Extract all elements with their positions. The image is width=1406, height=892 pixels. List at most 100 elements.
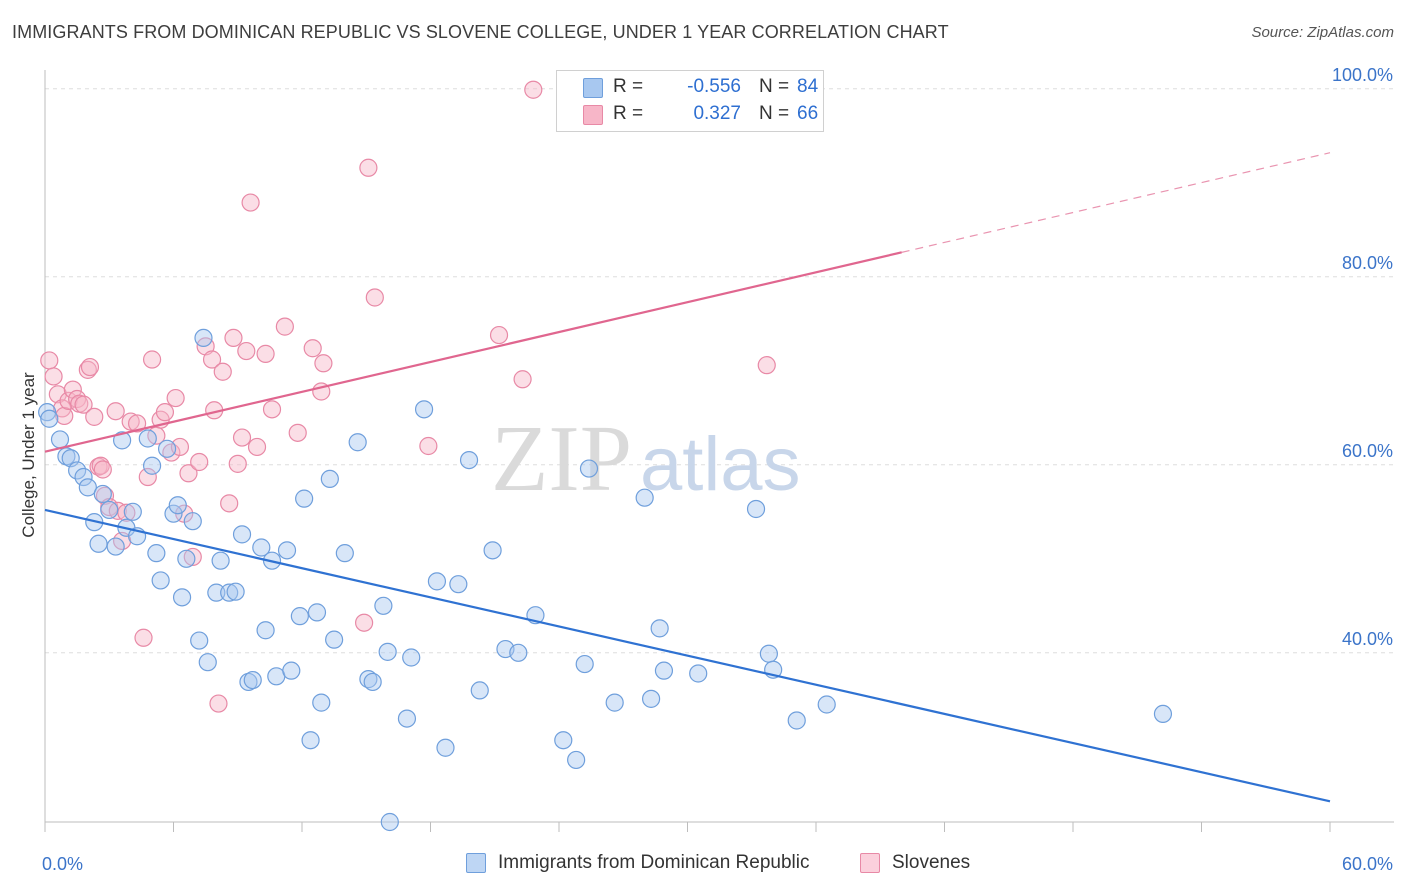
scatter-point	[38, 403, 57, 422]
scatter-point	[290, 607, 309, 626]
scatter-point	[689, 664, 708, 683]
scatter-point	[524, 80, 543, 99]
pink-swatch	[860, 853, 880, 873]
trend-line-dominican	[44, 508, 1331, 803]
scatter-point	[168, 496, 187, 515]
scatter-point	[209, 694, 228, 713]
scatter-point	[363, 672, 382, 692]
scatter-point	[378, 642, 397, 661]
scatter-point	[112, 431, 132, 450]
scatter-point	[314, 354, 333, 373]
y-tick-label: 60.0%	[1342, 441, 1393, 461]
scatter-point	[509, 643, 528, 662]
scatter-point	[275, 317, 294, 336]
scatter-point	[226, 582, 245, 601]
grid-layer	[45, 88, 1394, 654]
trend-line-slovenes-extension	[901, 152, 1331, 253]
n-value: 66	[797, 103, 819, 124]
scatter-point	[243, 670, 262, 690]
n-label: N =	[759, 103, 790, 124]
slovenes-points	[40, 80, 776, 713]
scatter-point	[121, 412, 140, 431]
scatter-point	[147, 544, 166, 563]
scatter-point	[470, 681, 489, 700]
scatter-point	[325, 630, 344, 649]
scatter-point	[787, 711, 806, 730]
scatter-point	[397, 709, 417, 728]
legend-label: Slovenes	[892, 852, 971, 873]
x-tick-label: 60.0%	[1342, 854, 1393, 874]
scatter-point	[605, 693, 624, 712]
scatter-point	[211, 551, 230, 570]
scatter-point	[198, 653, 217, 672]
scatter-point	[301, 731, 320, 750]
scatter-point	[74, 395, 93, 414]
scatter-point	[554, 731, 573, 750]
scatter-point	[374, 596, 393, 615]
scatter-point	[207, 583, 226, 602]
scatter-point	[635, 488, 654, 507]
scatter-point	[93, 460, 112, 479]
scatter-point	[427, 572, 447, 591]
scatter-point	[50, 430, 70, 449]
scatter-point	[277, 541, 297, 560]
scatter-point	[44, 367, 63, 386]
scatter-point	[746, 499, 766, 519]
watermark-zip: ZIP	[491, 407, 632, 511]
y-tick-label: 40.0%	[1342, 629, 1393, 649]
scatter-point	[307, 603, 327, 622]
scatter-point	[579, 459, 599, 478]
scatter-point	[575, 654, 594, 674]
scatter-point	[53, 399, 72, 418]
watermark: ZIP atlas	[491, 407, 801, 511]
scatter-point	[127, 414, 147, 433]
scatter-point	[355, 613, 374, 632]
scatter-point	[312, 693, 331, 712]
scatter-point	[380, 812, 399, 832]
scatter-point	[359, 158, 378, 177]
scatter-point	[459, 451, 479, 470]
scatter-point	[106, 537, 125, 556]
scatter-point	[213, 362, 232, 381]
x-tick-label: 0.0%	[42, 854, 83, 874]
scatter-point	[449, 575, 468, 594]
r-label: R =	[613, 103, 644, 124]
scatter-point	[220, 494, 239, 513]
scatter-point	[74, 467, 93, 487]
scatter-point	[288, 423, 307, 442]
scatter-point	[157, 439, 177, 458]
scatter-point	[365, 288, 384, 307]
scatter-point	[817, 695, 836, 714]
trend-line-slovenes	[44, 251, 902, 453]
chart-title: IMMIGRANTS FROM DOMINICAN REPUBLIC VS SL…	[12, 22, 949, 42]
source-credit: Source: ZipAtlas.com	[1251, 24, 1394, 41]
scatter-point	[650, 619, 669, 638]
scatter-point	[320, 469, 339, 488]
scatter-point	[190, 631, 209, 650]
scatter-point	[40, 351, 59, 370]
scatter-point	[228, 454, 247, 473]
y-axis-label: College, Under 1 year	[19, 372, 38, 538]
scatter-point	[402, 648, 421, 667]
scatter-point	[100, 500, 119, 520]
scatter-point	[232, 525, 252, 544]
scatter-point	[348, 433, 367, 452]
scatter-point	[232, 428, 252, 447]
pink-swatch	[583, 105, 603, 125]
scatter-point	[85, 407, 104, 426]
scatter-point	[759, 644, 778, 663]
y-tick-label: 80.0%	[1342, 253, 1393, 273]
scatter-point	[138, 467, 157, 487]
scatter-point	[295, 489, 314, 508]
dominican-points	[38, 328, 1173, 832]
legend-label: Immigrants from Dominican Republic	[498, 852, 810, 873]
scatter-point	[654, 661, 674, 680]
scatter-point	[177, 549, 196, 568]
scatter-point	[247, 437, 267, 457]
scatter-point	[262, 400, 282, 419]
scatter-point	[80, 357, 100, 377]
scatter-point	[220, 583, 239, 602]
r-label: R =	[613, 76, 644, 97]
r-value: 0.327	[693, 103, 741, 124]
